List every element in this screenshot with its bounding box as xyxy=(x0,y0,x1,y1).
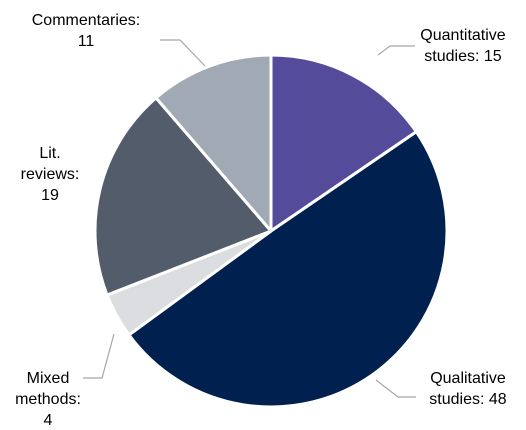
leader-lines xyxy=(83,39,416,398)
slice-label-line: 11 xyxy=(78,33,95,50)
slice-label-line: Qualitative xyxy=(430,370,506,387)
slice-label: Commentaries: 11 xyxy=(32,12,140,50)
slice-label-line: Lit. xyxy=(39,145,60,162)
slice-label-line: 4 xyxy=(44,412,53,429)
slice-label-line: methods: xyxy=(15,391,81,408)
pie-slice-qualitative-studies xyxy=(127,130,449,409)
leader-line xyxy=(375,379,416,398)
pie-slice-lit-reviews xyxy=(93,96,273,297)
slice-label: Qualitative studies: 48 xyxy=(429,370,506,408)
slice-label: Lit. reviews: 19 xyxy=(21,145,80,204)
slice-label-line: studies: 48 xyxy=(429,391,506,408)
slice-label-line: Commentaries: xyxy=(32,12,140,29)
pie-slices xyxy=(93,53,449,409)
slice-label-line: reviews: xyxy=(21,166,80,183)
pie-slice-quantitative-studies xyxy=(269,53,418,233)
pie-slice-commentaries xyxy=(154,53,273,233)
slice-label: Mixed methods: 4 xyxy=(15,370,81,429)
slice-label-line: Mixed xyxy=(27,370,70,387)
slice-labels: Quantitative studies: 15 Qualitative studie… xyxy=(15,12,507,429)
leader-line xyxy=(83,333,115,379)
slice-label: Quantitative studies: 15 xyxy=(420,27,505,65)
leader-line xyxy=(160,39,206,67)
slice-label-line: studies: 15 xyxy=(424,48,501,65)
slice-label-line: 19 xyxy=(41,187,59,204)
leader-line xyxy=(377,45,415,56)
slice-label-line: Quantitative xyxy=(420,27,505,44)
